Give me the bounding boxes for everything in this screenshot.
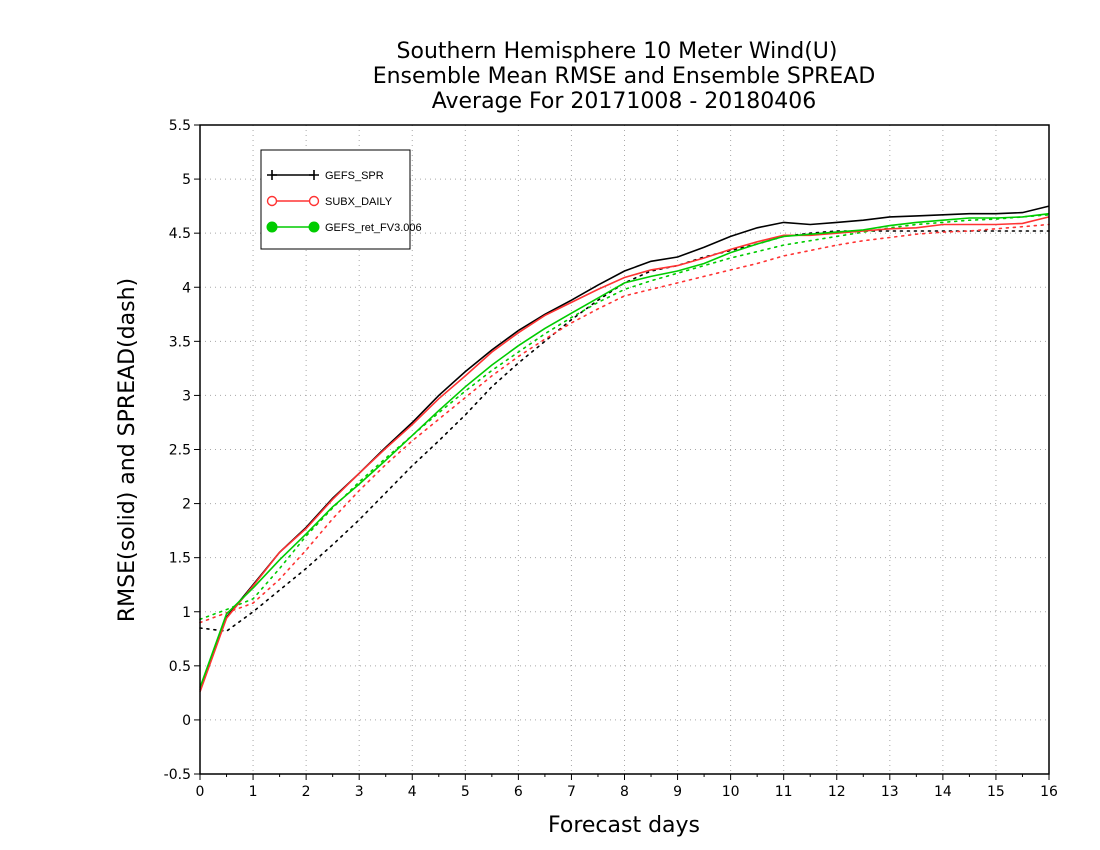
data-series bbox=[199, 205, 1050, 693]
y-tick-label: 3 bbox=[182, 388, 191, 404]
y-tick-label: 3.5 bbox=[169, 334, 191, 350]
y-tick-label: 4 bbox=[182, 280, 191, 296]
x-tick-label: 13 bbox=[881, 784, 899, 800]
legend-marker-plus bbox=[267, 170, 277, 180]
x-tick-label: 15 bbox=[987, 784, 1005, 800]
title-line-3: Average For 20171008 - 20180406 bbox=[432, 89, 817, 114]
x-tick-label: 8 bbox=[620, 784, 629, 800]
y-tick-label: 5 bbox=[182, 172, 191, 188]
chart-title: Southern Hemisphere 10 Meter Wind(U) Ens… bbox=[373, 39, 876, 114]
y-tick-label: 1.5 bbox=[169, 551, 191, 567]
x-tick-label: 6 bbox=[514, 784, 523, 800]
legend-box bbox=[260, 149, 411, 250]
x-tick-label: 12 bbox=[828, 784, 846, 800]
series-subx-daily-rmse-line bbox=[199, 216, 1050, 693]
legend-marker-open-circle bbox=[266, 195, 278, 207]
x-tick-label: 5 bbox=[461, 784, 470, 800]
y-tick-label: 2.5 bbox=[169, 443, 191, 459]
x-tick-label: 11 bbox=[775, 784, 793, 800]
x-tick-label: 9 bbox=[673, 784, 682, 800]
legend-marker-filled-circle bbox=[266, 221, 278, 233]
legend-marker-filled-circle bbox=[308, 221, 320, 233]
title-line-2: Ensemble Mean RMSE and Ensemble SPREAD bbox=[373, 64, 876, 89]
series-gefs-spr-rmse-line bbox=[199, 205, 1050, 690]
legend-marker-plus bbox=[309, 170, 319, 180]
y-tick-label: 0.5 bbox=[169, 659, 191, 675]
x-tick-label: 7 bbox=[567, 784, 576, 800]
x-tick-label: 4 bbox=[408, 784, 417, 800]
y-tick-label: 1 bbox=[182, 605, 191, 621]
series-gefs-spr-spread-line bbox=[199, 230, 1050, 633]
y-tick-label: -0.5 bbox=[164, 767, 191, 783]
x-tick-label: 1 bbox=[249, 784, 258, 800]
y-tick-label: 2 bbox=[182, 497, 191, 513]
legend-label: SUBX_DAILY bbox=[325, 196, 393, 208]
y-tick-label: 4.5 bbox=[169, 226, 191, 242]
legend: GEFS_SPR SUBX_DAILY GEFS_ret_FV3.006 bbox=[260, 149, 422, 250]
x-tick-label: 0 bbox=[196, 784, 205, 800]
y-tick-label: 5.5 bbox=[169, 118, 191, 134]
legend-label: GEFS_ret_FV3.006 bbox=[325, 222, 422, 234]
series-gefs-ret-fv3-006-rmse-line bbox=[199, 212, 1050, 688]
x-axis-label: Forecast days bbox=[548, 813, 700, 838]
y-axis-label: RMSE(solid) and SPREAD(dash) bbox=[115, 278, 140, 622]
x-tick-label: 10 bbox=[722, 784, 740, 800]
x-axis-ticks: 0 1 2 3 4 5 6 7 8 9 10 11 12 13 14 15 16 bbox=[196, 774, 1058, 800]
y-tick-label: 0 bbox=[182, 713, 191, 729]
x-tick-label: 14 bbox=[934, 784, 952, 800]
x-tick-label: 3 bbox=[355, 784, 364, 800]
y-axis-ticks: -0.5 0 0.5 1 1.5 2 2.5 3 3.5 4 4.5 5 5.5 bbox=[164, 118, 200, 783]
legend-marker-open-circle bbox=[308, 195, 320, 207]
x-tick-label: 2 bbox=[302, 784, 311, 800]
legend-label: GEFS_SPR bbox=[325, 170, 384, 182]
x-tick-label: 16 bbox=[1040, 784, 1058, 800]
title-line-1: Southern Hemisphere 10 Meter Wind(U) bbox=[397, 39, 838, 64]
series-subx-daily-spread-line bbox=[199, 223, 1050, 624]
grid-lines bbox=[200, 125, 1049, 774]
